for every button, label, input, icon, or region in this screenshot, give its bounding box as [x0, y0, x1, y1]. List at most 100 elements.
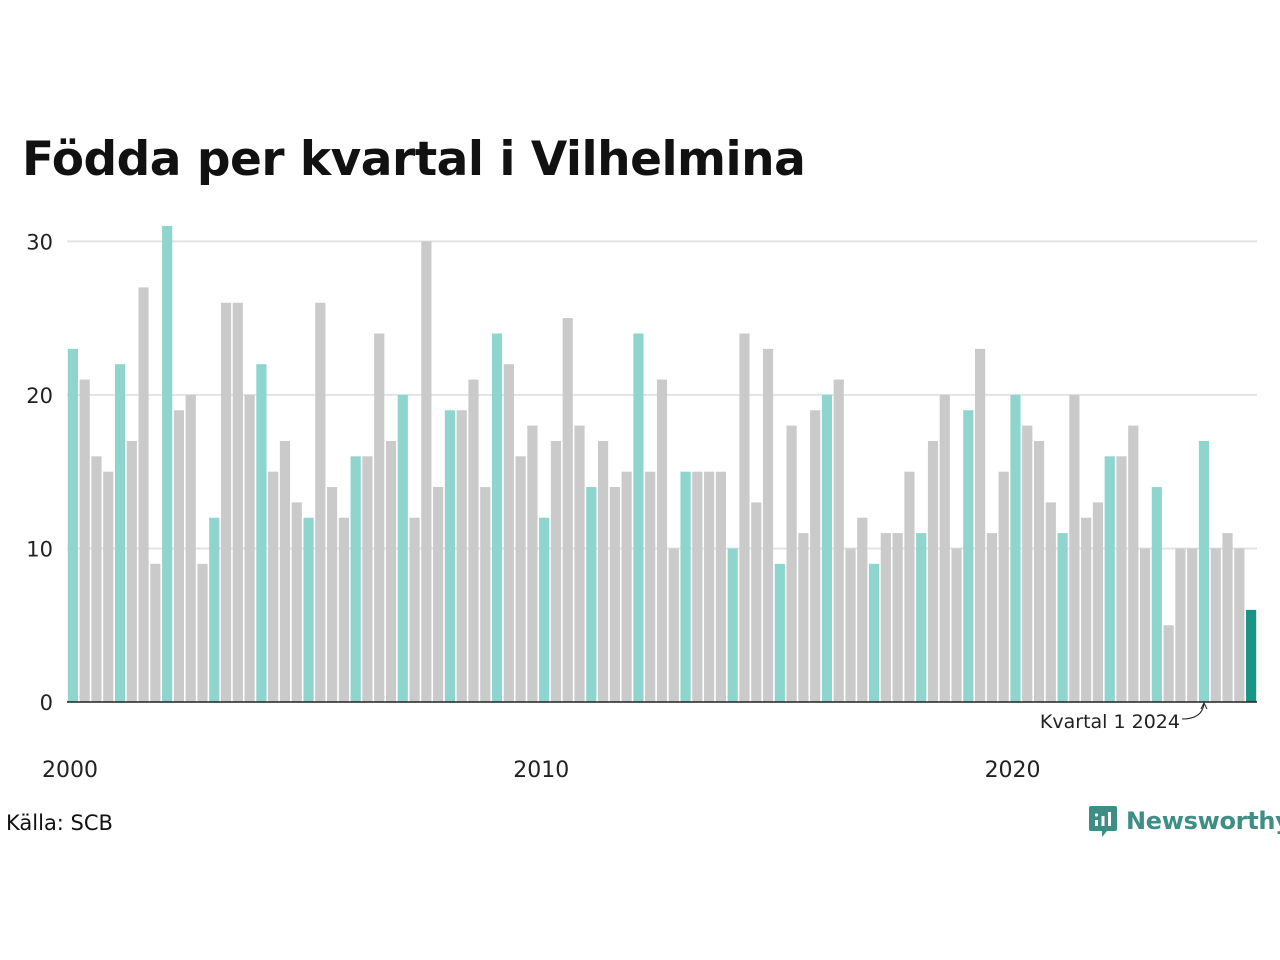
x-tick-label: 2020: [985, 758, 1041, 783]
bar: [491, 333, 503, 702]
bar: [762, 348, 774, 702]
bar: [503, 364, 514, 702]
bar: [1187, 548, 1198, 702]
bar: [291, 502, 302, 702]
bar: [279, 440, 291, 702]
bar: [209, 517, 220, 702]
bar: [1069, 394, 1080, 702]
newsworthy-logo[interactable]: Newsworthy: [1088, 804, 1280, 838]
bar: [951, 548, 962, 702]
bar: [1234, 548, 1245, 702]
bar: [433, 487, 444, 702]
bar: [1139, 548, 1151, 702]
bar: [998, 471, 1009, 702]
bar: [1198, 440, 1210, 702]
bar: [680, 471, 691, 702]
bar: [1104, 456, 1115, 702]
annotation-label: Kvartal 1 2024: [1040, 711, 1180, 733]
bar: [480, 487, 491, 702]
bar: [1081, 517, 1092, 702]
bar: [79, 379, 90, 702]
bar: [751, 502, 762, 702]
bar: [633, 333, 644, 702]
bar: [927, 440, 939, 702]
bar: [1045, 502, 1056, 702]
bar: [268, 471, 279, 702]
brand-name: Newsworthy: [1126, 807, 1280, 835]
bar: [103, 471, 114, 702]
y-tick-label: 0: [40, 691, 53, 715]
bar: [197, 563, 208, 702]
bar: [598, 440, 609, 702]
bar: [338, 517, 349, 702]
bar: [609, 487, 620, 702]
bar: [173, 410, 185, 702]
x-tick-label: 2010: [513, 758, 569, 783]
y-tick-label: 10: [26, 537, 53, 561]
chart-title: Födda per kvartal i Vilhelmina: [22, 132, 806, 187]
bar: [67, 348, 78, 702]
bar: [1022, 425, 1033, 702]
bar: [975, 348, 986, 702]
bar: [986, 533, 997, 702]
bar: [704, 471, 715, 702]
source-label: Källa: SCB: [6, 811, 113, 835]
bar: [916, 533, 927, 702]
bar: [1128, 425, 1139, 702]
bar: [126, 440, 137, 702]
bar: [727, 548, 738, 702]
bars: [67, 226, 1257, 702]
bar: [868, 563, 880, 702]
bar: [880, 533, 891, 702]
bar: [739, 333, 750, 702]
bar: [857, 517, 868, 702]
bar: [1092, 502, 1104, 702]
bar: [1151, 487, 1162, 702]
newsworthy-logo-icon: [1089, 806, 1117, 837]
bar: [562, 318, 573, 702]
bar: [1010, 394, 1021, 702]
bar: [138, 287, 149, 702]
bar: [362, 456, 373, 702]
bar: [1210, 548, 1221, 702]
bar: [409, 517, 420, 702]
bar: [232, 302, 243, 702]
y-tick-label: 20: [26, 384, 53, 408]
bar: [715, 471, 726, 702]
bar: [621, 471, 632, 702]
bar: [350, 456, 361, 702]
bar: [774, 563, 785, 702]
annotation-arrowhead: [1200, 701, 1208, 710]
bar: [904, 471, 915, 702]
bar: [574, 425, 585, 702]
bar: [315, 302, 326, 702]
bar: [385, 440, 397, 702]
bar-chart: 0 10 20 30 2000 2010 2020 Kvartal 1 2024: [26, 226, 1257, 783]
bar: [963, 410, 974, 702]
bar: [527, 425, 538, 702]
bar: [456, 410, 467, 702]
bar: [539, 517, 550, 702]
bar: [1175, 548, 1186, 702]
bar: [668, 548, 679, 702]
bar: [939, 394, 950, 702]
bar: [444, 410, 456, 702]
x-tick-label: 2000: [42, 758, 98, 783]
bar: [1033, 440, 1045, 702]
bar: [845, 548, 856, 702]
annotation-arrow: [1181, 703, 1205, 720]
bar: [374, 333, 385, 702]
bar: [303, 517, 314, 702]
bar: [786, 425, 797, 702]
bar: [692, 471, 703, 702]
bar: [114, 364, 126, 702]
bar: [656, 379, 668, 702]
bar: [821, 394, 833, 702]
bar: [1057, 533, 1068, 702]
bar: [1163, 625, 1174, 702]
bar: [645, 471, 656, 702]
bar: [91, 456, 102, 702]
bar: [421, 241, 432, 702]
bar: [1246, 609, 1257, 702]
bar: [244, 394, 255, 702]
